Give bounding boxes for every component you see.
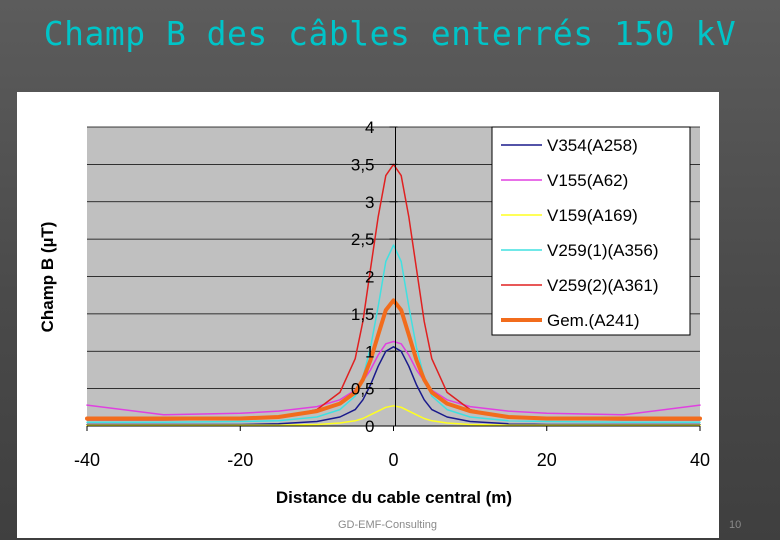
series-line-3 <box>86 405 701 427</box>
y-tick-label: 2 <box>365 268 374 287</box>
y-tick-label: 3 <box>365 193 374 212</box>
chart: 0 0,5 1 1,5 2 2,5 3 3,5 4 -40 -20 0 20 40 Distance du… <box>38 118 710 507</box>
series-line-4 <box>86 244 701 424</box>
x-tick-label: 0 <box>388 450 398 470</box>
series-line-1 <box>86 346 701 426</box>
footer-text: GD-EMF-Consulting <box>338 519 438 531</box>
legend-label: V155(A62) <box>547 171 628 190</box>
legend-box <box>491 126 691 336</box>
legend: V354(A258) V155(A62) V159(A169) V259(1)(A35… <box>491 126 691 336</box>
page-number: 10 <box>729 519 742 531</box>
y-tick-label: 0 <box>365 417 374 436</box>
legend-label: V354(A258) <box>547 136 638 155</box>
x-tick-label: -20 <box>227 450 253 470</box>
chart-frame: 0 0,5 1 1,5 2 2,5 3 3,5 4 -40 -20 0 20 40 Distance du… <box>17 92 719 538</box>
y-tick-label: 1,5 <box>351 305 375 324</box>
x-tick-label: -40 <box>74 450 100 470</box>
x-tick-label: 40 <box>690 450 710 470</box>
y-tick-label: 2,5 <box>351 230 375 249</box>
y-tick-label: 1 <box>365 342 374 361</box>
legend-label: V159(A169) <box>547 206 638 225</box>
series-group <box>85 163 702 427</box>
y-tick-label: 3,5 <box>351 155 375 174</box>
legend-label: V259(1)(A356) <box>547 241 659 260</box>
series-line-2 <box>86 340 701 416</box>
y-axis-label: Champ B (µT) <box>38 222 57 333</box>
legend-label: Gem.(A241) <box>547 311 640 330</box>
x-axis-label: Distance du cable central (m) <box>276 488 512 507</box>
series-line-6 <box>85 298 702 421</box>
legend-label: V259(2)(A361) <box>547 276 659 295</box>
slide-title: Champ B des câbles enterrés 150 kV <box>43 14 737 53</box>
tick-labels: 0 0,5 1 1,5 2 2,5 3 3,5 4 -40 -20 0 20 40 <box>74 118 710 470</box>
x-tick-label: 20 <box>537 450 557 470</box>
y-tick-label: 0,5 <box>351 380 375 399</box>
y-tick-label: 4 <box>365 118 374 137</box>
